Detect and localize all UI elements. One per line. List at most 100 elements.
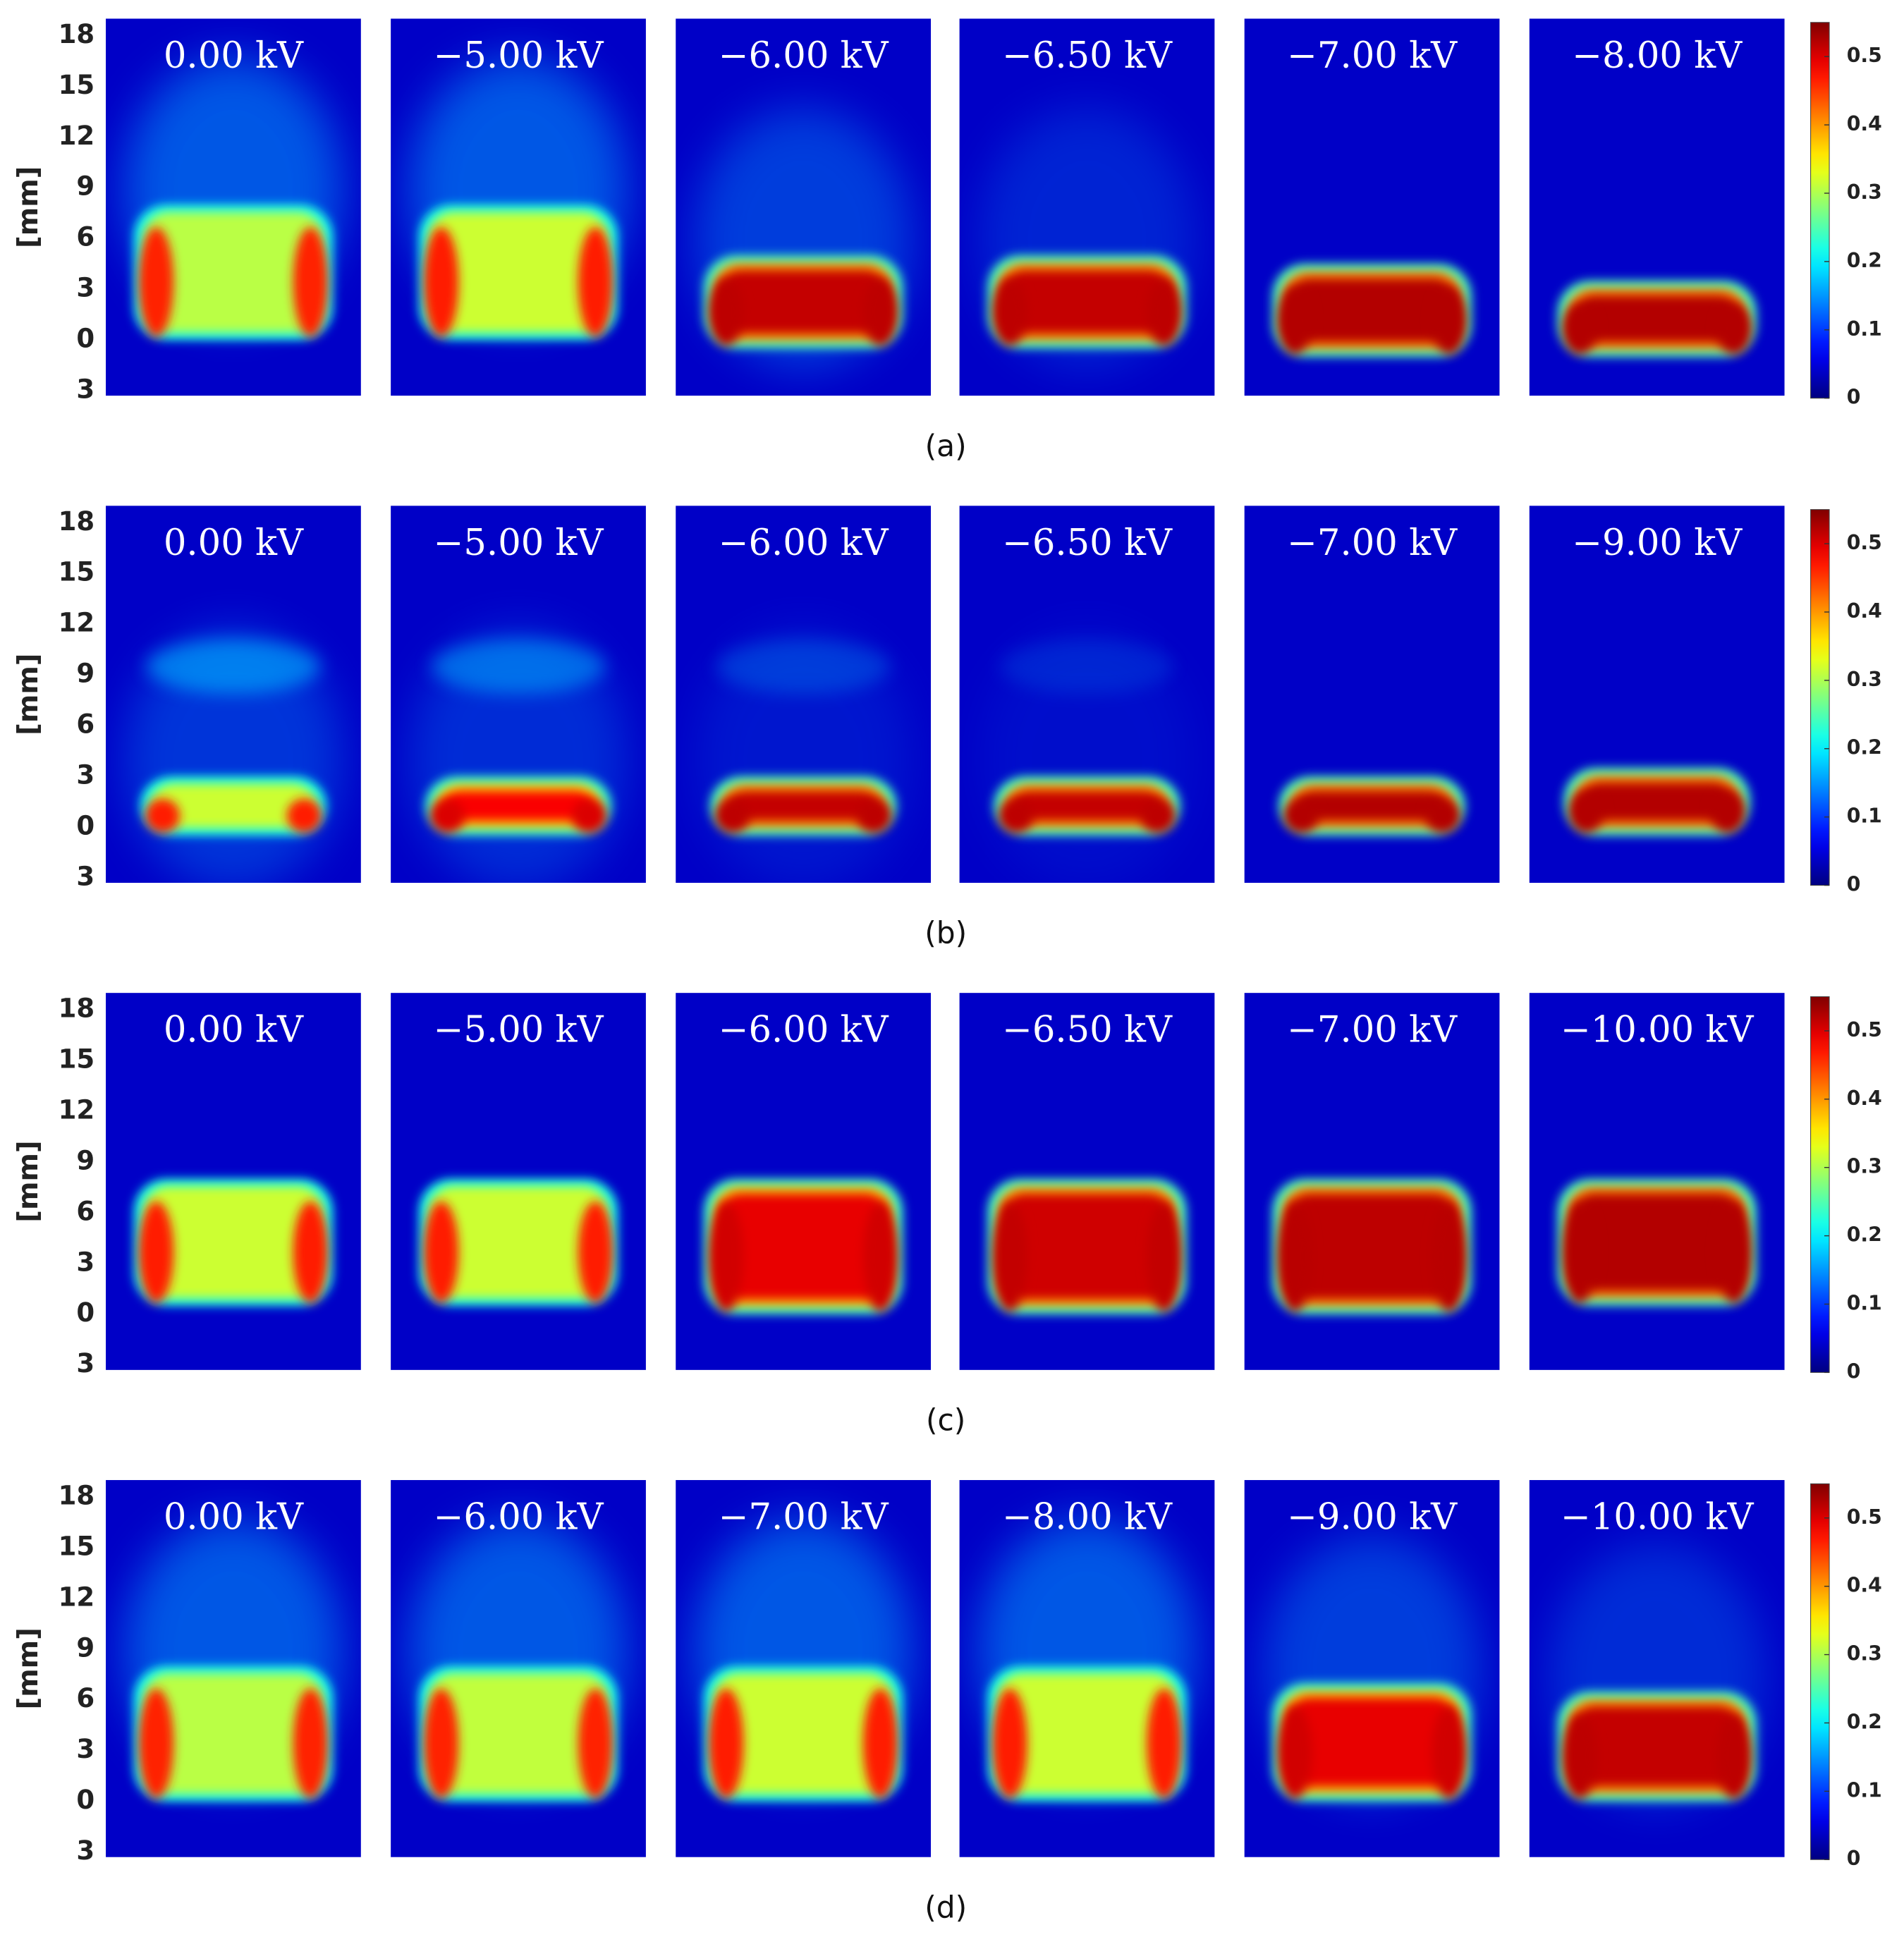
panel-title: −6.00 kV [719,522,889,564]
panel-title: −7.00 kV [1287,522,1458,564]
lobe [138,1688,174,1799]
lobe [709,1688,744,1799]
colorbar-tick-label: 0.5 [1847,44,1882,67]
heatmap-panel: −5.00 kV [391,993,646,1370]
y-tick-label: 3 [76,374,94,404]
field [987,1178,1187,1314]
field [693,108,913,369]
heatmap-panel: −5.00 kV [391,18,646,396]
colorbar-tick-label: 0.4 [1847,112,1882,135]
body-core [149,783,317,829]
colorbar-tick-label: 0.4 [1847,1574,1882,1597]
y-tick-label: 6 [76,1683,94,1713]
y-tick-label: 3 [76,861,94,891]
y-axis-label: [mm] [13,653,44,735]
heatmap-panel: −7.00 kV [1244,993,1500,1370]
lobe [293,1201,329,1304]
panel-row: [mm] 18 15 12 9 6 3 0 3 0.00 kV −6.00 kV −7.00 kV −8… [13,1480,1882,1924]
y-tick-label: 18 [59,506,95,537]
y-tick-label: 3 [76,759,94,790]
lobe [992,1201,1027,1312]
lobe [423,1201,459,1304]
y-tick-label: 3 [76,1734,94,1764]
panel-title: −6.50 kV [1002,522,1173,564]
field [1279,776,1465,836]
colorbar-tick-label: 0.1 [1847,317,1882,341]
field [1557,281,1757,357]
panel-title: −10.00 kV [1561,1496,1755,1538]
field [123,1518,343,1802]
y-tick-label: 6 [76,709,94,740]
lobe [1432,1705,1467,1799]
colorbar-tick-label: 0 [1847,1847,1861,1870]
lobe [293,226,329,338]
y-tick-label: 3 [76,1835,94,1866]
heatmap-panel: −6.00 kV [676,18,932,396]
panel-row: [mm] 18 15 12 9 6 3 0 3 0.00 kV −5.00 kV −6.00 kV −6… [13,18,1882,463]
y-tick-label: 3 [76,1348,94,1379]
lobe [862,1201,898,1312]
field [408,1518,628,1802]
panel-title: 0.00 kV [164,1496,304,1538]
colorbar-tick-label: 0.3 [1847,1642,1882,1665]
colorbar [1810,22,1830,399]
y-tick-label: 18 [59,1481,95,1511]
colorbar [1810,509,1830,886]
field [408,629,628,884]
heatmap-panel: −9.00 kV [1529,506,1785,884]
lobe [992,1688,1027,1799]
colorbar-tick-label: 0.2 [1847,249,1882,272]
lobe [571,798,607,833]
heatmap-panel: −9.00 kV [1244,1480,1500,1857]
lobe [1147,1688,1182,1799]
heatmap-panel: −8.00 kV [1529,18,1785,396]
y-tick-label: 15 [59,70,95,100]
lobe [999,798,1034,833]
lobe [578,1688,614,1799]
colorbar-tick-label: 0.5 [1847,1018,1882,1041]
colorbar-tick-label: 0.1 [1847,805,1882,828]
panel-title: −9.00 kV [1572,522,1743,564]
y-tick-label: 9 [76,171,94,202]
field [1547,1544,1766,1805]
field [977,108,1197,369]
panel-title: −7.00 kV [1287,35,1458,77]
field [408,57,628,341]
y-tick-label: 3 [76,1247,94,1277]
y-tick-label: 15 [59,1044,95,1075]
lobe [429,798,465,833]
heatmap-panel: −6.50 kV [959,506,1215,884]
colorbar-tick-label: 0.4 [1847,1087,1882,1110]
colorbar-tick-label: 0.4 [1847,599,1882,623]
y-axis-label: [mm] [13,1140,44,1222]
lobe [1562,1201,1597,1304]
field [693,629,913,884]
panel-caption: (a) [925,429,967,463]
hot-core [1290,1194,1455,1300]
hot-core [1004,270,1169,334]
hot-core [721,1194,886,1300]
lobe [1277,1201,1312,1312]
field [1272,264,1472,357]
lobe [1562,302,1597,355]
lobe [714,798,750,833]
heatmap-panel: −7.00 kV [1244,506,1500,884]
colorbar-tick-label: 0.2 [1847,1223,1882,1247]
lobe [1147,1201,1182,1312]
heatmap-panel: −10.00 kV [1529,1480,1785,1857]
body-core [997,1673,1177,1795]
colorbar-tick-label: 0.3 [1847,181,1882,204]
y-axis-label: [mm] [13,1627,44,1709]
y-tick-label: 12 [59,1582,95,1612]
lobe [145,798,181,833]
lobe [1716,1713,1752,1799]
panel-title: −8.00 kV [1002,1496,1173,1538]
heatmap-panel: −10.00 kV [1529,993,1785,1370]
panel-title: 0.00 kV [164,35,304,77]
colorbar-tick-label: 0.2 [1847,736,1882,759]
hot-core [442,791,594,821]
panel-title: −6.50 kV [1002,1010,1173,1051]
panel-title: −5.00 kV [434,1010,604,1051]
lobe [138,1201,174,1304]
hot-core [1581,783,1733,821]
